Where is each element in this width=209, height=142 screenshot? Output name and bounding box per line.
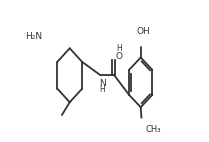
Text: O: O — [115, 52, 122, 61]
Text: N: N — [99, 79, 106, 88]
Text: H₂N: H₂N — [25, 32, 42, 41]
Text: CH₃: CH₃ — [146, 125, 161, 134]
Text: H: H — [116, 44, 122, 54]
Text: H: H — [99, 85, 105, 94]
Text: OH: OH — [137, 27, 150, 36]
